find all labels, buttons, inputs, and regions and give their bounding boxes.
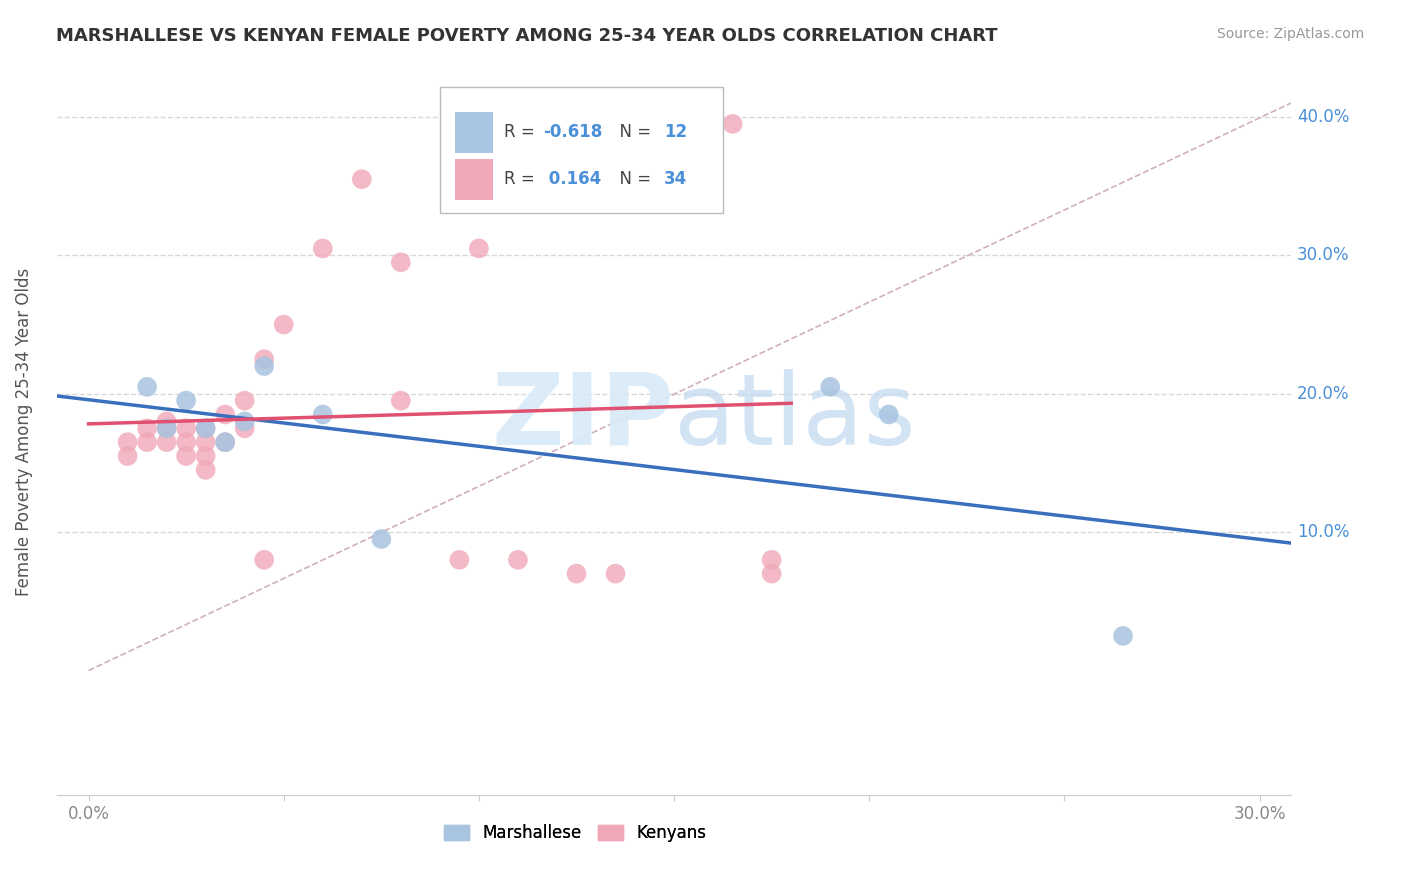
Point [214,408,236,422]
Text: N =: N = [609,170,657,188]
Point [136,435,159,450]
Point [233,421,256,435]
Point [312,242,335,256]
Point [155,421,177,435]
Text: -0.618: -0.618 [543,123,603,141]
Point [273,318,295,332]
Text: 10.0%: 10.0% [1298,523,1350,541]
Point [506,553,529,567]
Point [194,463,217,477]
Point [194,435,217,450]
Point [136,380,159,394]
Point [721,117,744,131]
Y-axis label: Female Poverty Among 25-34 Year Olds: Female Poverty Among 25-34 Year Olds [15,268,32,596]
Text: MARSHALLESE VS KENYAN FEMALE POVERTY AMONG 25-34 YEAR OLDS CORRELATION CHART: MARSHALLESE VS KENYAN FEMALE POVERTY AMO… [56,27,998,45]
Text: 40.0%: 40.0% [1298,108,1350,126]
Text: R =: R = [503,123,540,141]
Point [155,421,177,435]
Text: atlas: atlas [673,368,915,466]
Point [214,435,236,450]
FancyBboxPatch shape [440,87,724,213]
Point [761,553,783,567]
Point [155,414,177,428]
Point [253,359,276,373]
Point [253,553,276,567]
Point [389,393,412,408]
Point [468,242,491,256]
Point [194,421,217,435]
Text: 12: 12 [664,123,688,141]
Point [117,449,139,463]
Point [605,566,627,581]
Text: R =: R = [503,170,540,188]
Text: Source: ZipAtlas.com: Source: ZipAtlas.com [1216,27,1364,41]
Text: N =: N = [609,123,657,141]
Text: 30.0%: 30.0% [1298,246,1350,264]
Point [253,352,276,367]
Point [449,553,471,567]
Point [117,435,139,450]
Point [174,393,197,408]
Text: 0.164: 0.164 [543,170,602,188]
Point [233,393,256,408]
Point [174,449,197,463]
Point [155,435,177,450]
Point [194,449,217,463]
Point [174,435,197,450]
FancyBboxPatch shape [454,159,492,200]
Point [818,380,841,394]
Point [194,421,217,435]
Point [370,532,392,546]
Point [312,408,335,422]
Point [350,172,373,186]
Text: ZIP: ZIP [491,368,673,466]
Point [233,414,256,428]
Legend: Marshallese, Kenyans: Marshallese, Kenyans [437,817,713,848]
Text: 20.0%: 20.0% [1298,384,1350,402]
Point [565,566,588,581]
Text: 34: 34 [664,170,688,188]
Point [214,435,236,450]
Point [174,421,197,435]
Point [682,186,704,200]
Point [389,255,412,269]
FancyBboxPatch shape [454,112,492,153]
Point [1112,629,1135,643]
Point [136,421,159,435]
Point [761,566,783,581]
Point [877,408,900,422]
